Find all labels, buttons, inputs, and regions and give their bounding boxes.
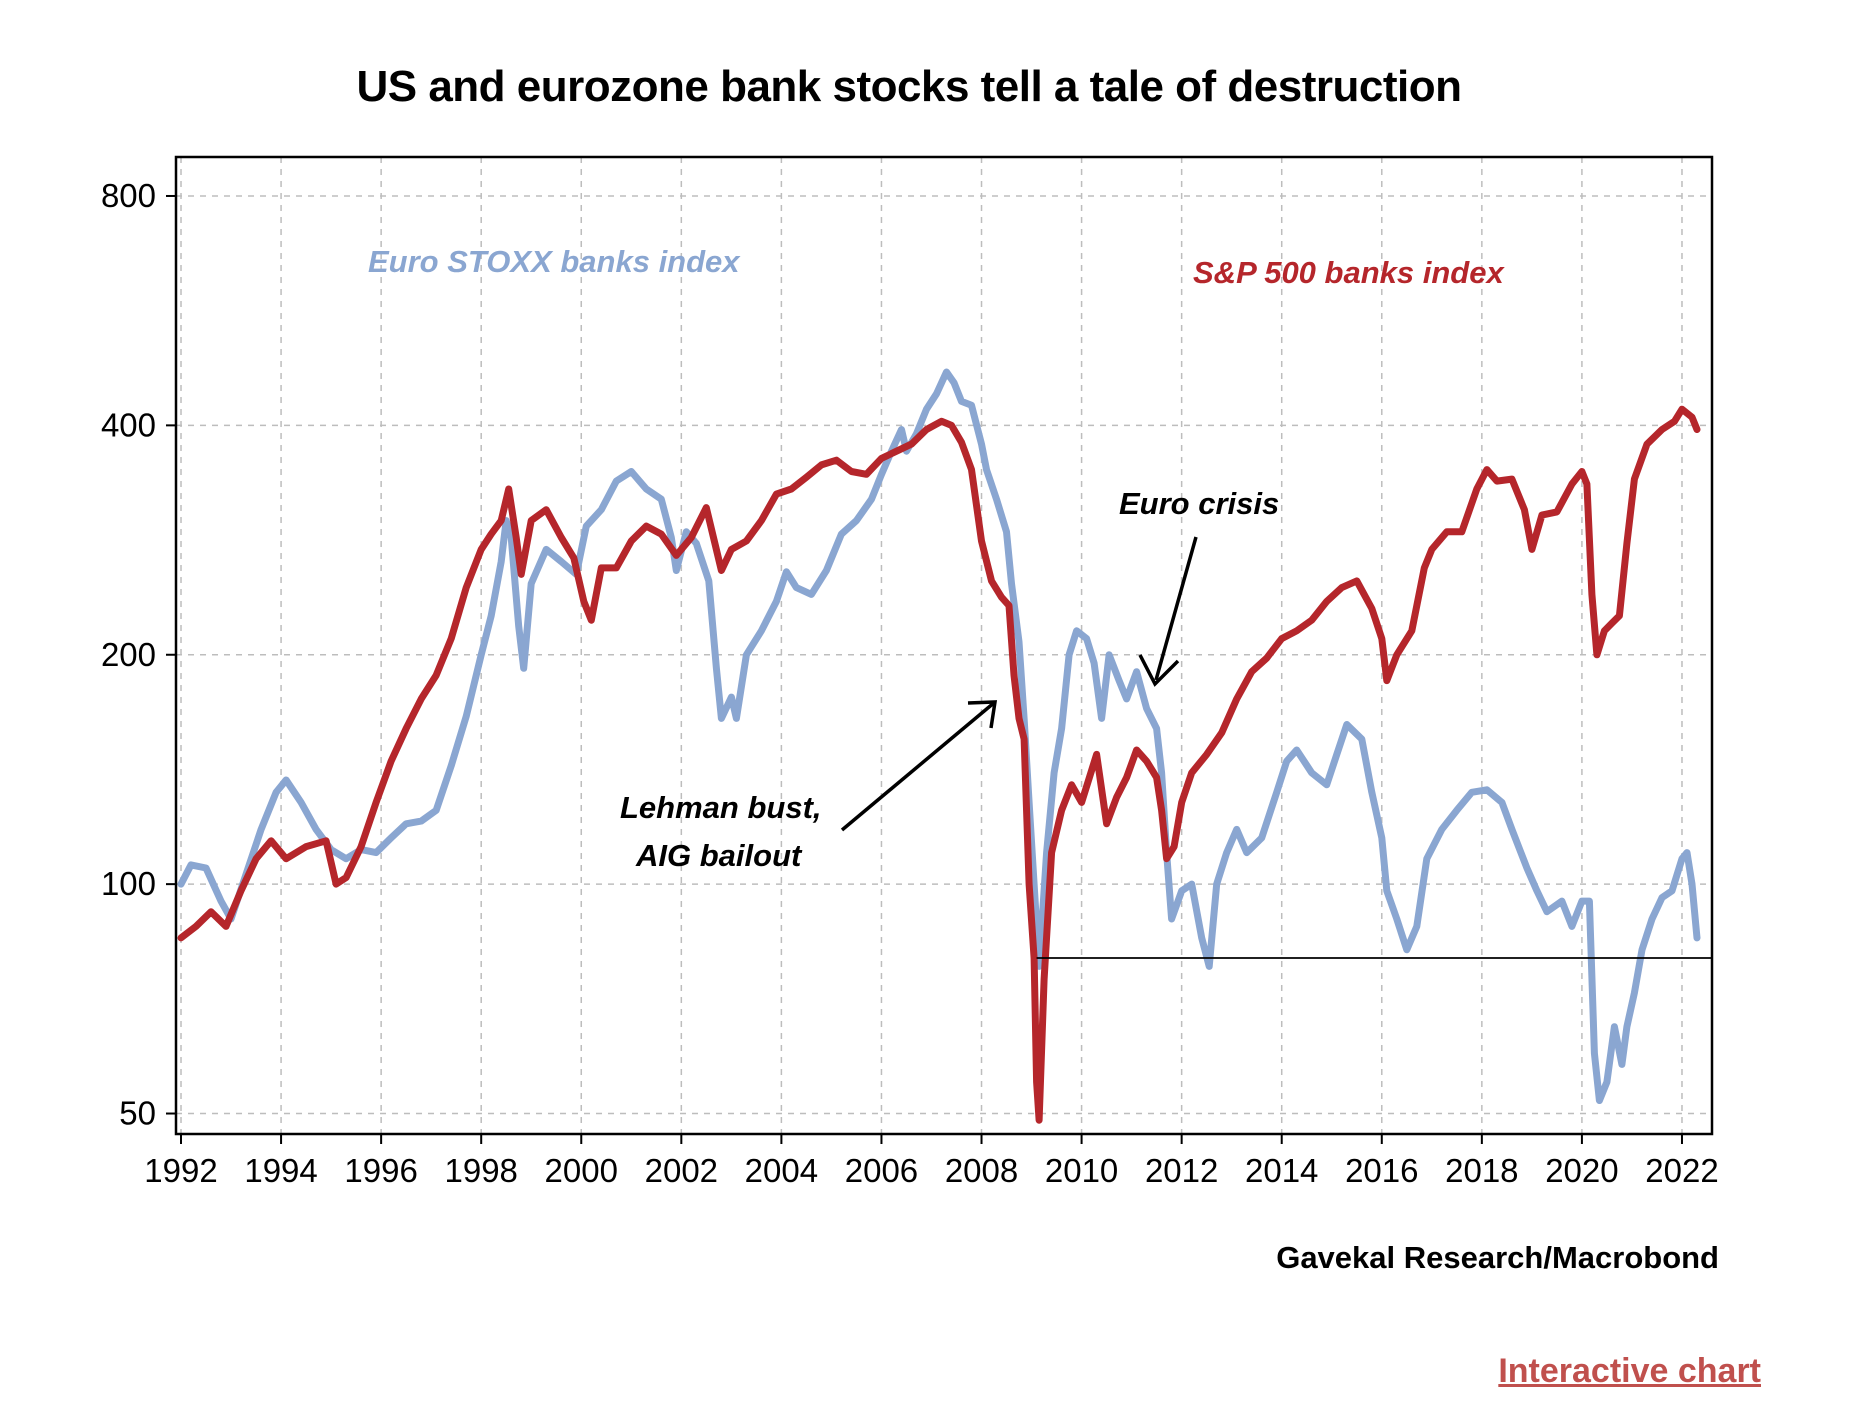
- y-tick-label: 50: [119, 1095, 156, 1132]
- x-tick-label: 2004: [745, 1152, 818, 1189]
- euro-series-label: Euro STOXX banks index: [368, 244, 741, 279]
- y-tick-label: 100: [101, 865, 156, 902]
- x-tick-label: 1992: [144, 1152, 217, 1189]
- x-tick-label: 2008: [945, 1152, 1018, 1189]
- y-tick-label: 400: [101, 406, 156, 443]
- plot-frame: [174, 155, 1714, 1136]
- y-tick-label: 200: [101, 636, 156, 673]
- euro-crisis-arrow: [1138, 536, 1198, 687]
- sp-series-label: S&P 500 banks index: [1193, 255, 1505, 290]
- source-credit: Gavekal Research/Macrobond: [1276, 1240, 1719, 1275]
- axis-ticks: 1992 1994 1996 1998 2000 2002 2004 2006 2008 2010…: [101, 177, 1719, 1189]
- y-tick-label: 800: [101, 177, 156, 214]
- x-tick-label: 1994: [244, 1152, 317, 1189]
- grid: [176, 157, 1712, 1134]
- lehman-annotation-line2: AIG bailout: [635, 838, 803, 873]
- x-tick-label: 2002: [645, 1152, 718, 1189]
- x-tick-label: 2020: [1545, 1152, 1618, 1189]
- euro-stoxx-banks-line: [177, 368, 1701, 1104]
- x-tick-label: 2016: [1345, 1152, 1418, 1189]
- x-tick-label: 1998: [444, 1152, 517, 1189]
- x-tick-label: 2000: [545, 1152, 618, 1189]
- interactive-chart-link[interactable]: Interactive chart: [1498, 1352, 1761, 1390]
- lehman-annotation-line1: Lehman bust,: [620, 790, 822, 825]
- x-tick-label: 2014: [1245, 1152, 1318, 1189]
- lehman-arrow: [840, 700, 998, 832]
- x-tick-label: 2010: [1045, 1152, 1118, 1189]
- sp500-banks-line: [177, 405, 1701, 1124]
- euro-crisis-annotation: Euro crisis: [1119, 486, 1279, 521]
- x-tick-label: 2012: [1145, 1152, 1218, 1189]
- x-tick-label: 2022: [1645, 1152, 1718, 1189]
- x-tick-label: 2006: [845, 1152, 918, 1189]
- x-tick-label: 2018: [1445, 1152, 1518, 1189]
- x-tick-label: 1996: [344, 1152, 417, 1189]
- chart-title: US and eurozone bank stocks tell a tale …: [356, 62, 1462, 111]
- series-lines: [177, 368, 1701, 1124]
